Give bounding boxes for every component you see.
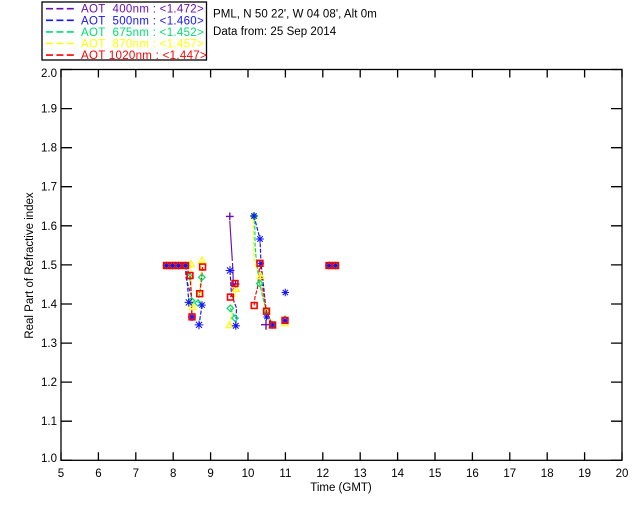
svg-text:13: 13: [354, 468, 367, 480]
svg-text:8: 8: [170, 468, 176, 480]
svg-text:Real Part of Refractive index: Real Part of Refractive index: [24, 192, 36, 339]
svg-text:AOT 1020nm : <1.447>: AOT 1020nm : <1.447>: [81, 50, 207, 62]
svg-text:AOT 675nm : <1.452>: AOT 675nm : <1.452>: [81, 27, 204, 39]
svg-text:5: 5: [58, 468, 64, 480]
svg-text:1.8: 1.8: [41, 143, 57, 155]
svg-text:6: 6: [95, 468, 101, 480]
svg-text:16: 16: [466, 468, 479, 480]
svg-text:1.6: 1.6: [41, 221, 57, 233]
svg-text:1.3: 1.3: [41, 338, 57, 350]
svg-text:AOT 400nm : <1.472>: AOT 400nm : <1.472>: [81, 4, 204, 16]
svg-text:17: 17: [503, 468, 516, 480]
svg-text:20: 20: [616, 468, 629, 480]
svg-text:19: 19: [578, 468, 591, 480]
svg-text:7: 7: [133, 468, 139, 480]
svg-text:18: 18: [541, 468, 554, 480]
svg-text:15: 15: [429, 468, 442, 480]
svg-text:1.7: 1.7: [41, 182, 57, 194]
svg-text:AOT 870nm : <1.457>: AOT 870nm : <1.457>: [81, 39, 204, 51]
svg-text:1.1: 1.1: [41, 416, 57, 428]
svg-text:1.0: 1.0: [41, 453, 57, 465]
svg-text:1.5: 1.5: [41, 260, 57, 272]
svg-text:AOT 500nm : <1.460>: AOT 500nm : <1.460>: [81, 15, 204, 27]
svg-text:9: 9: [207, 468, 213, 480]
svg-text:PML, N 50 22', W 04 08', Alt 0: PML, N 50 22', W 04 08', Alt 0m: [213, 9, 377, 21]
svg-text:1.2: 1.2: [41, 377, 57, 389]
svg-text:12: 12: [316, 468, 329, 480]
svg-text:10: 10: [242, 468, 255, 480]
svg-text:Data from: 25 Sep 2014: Data from: 25 Sep 2014: [213, 26, 337, 38]
svg-text:1.9: 1.9: [41, 104, 57, 116]
svg-text:1.4: 1.4: [41, 299, 58, 311]
svg-text:Time (GMT): Time (GMT): [310, 482, 372, 494]
svg-text:2.0: 2.0: [41, 68, 57, 80]
svg-text:11: 11: [279, 468, 291, 480]
svg-text:14: 14: [391, 468, 404, 480]
